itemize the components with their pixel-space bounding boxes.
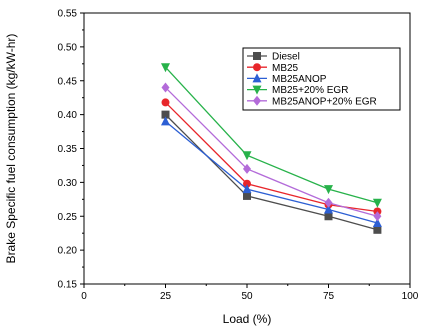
series-line <box>165 87 378 217</box>
legend-label: MB25 <box>272 63 299 74</box>
legend-marker <box>253 63 261 72</box>
data-point <box>161 82 170 93</box>
y-tick-label: 0.20 <box>58 246 78 257</box>
data-point <box>161 116 170 126</box>
data-point <box>243 163 251 174</box>
data-point <box>161 110 170 119</box>
data-point <box>243 179 251 188</box>
legend-item: MB25+20% EGR <box>247 85 348 96</box>
data-point <box>324 204 333 214</box>
x-axis: 0 25 50 75 100 <box>81 284 419 302</box>
series-layer <box>161 63 382 234</box>
data-point <box>324 212 333 221</box>
series-line <box>165 101 378 213</box>
legend-marker <box>252 73 262 83</box>
legend-label: Diesel <box>272 52 300 63</box>
x-tick-label: 75 <box>323 291 335 302</box>
legend-item: MB25ANOP+20% EGR <box>247 95 377 107</box>
y-tick-label: 0.45 <box>58 76 78 87</box>
series-line <box>165 120 378 224</box>
data-point <box>373 225 382 234</box>
x-tick-label: 50 <box>241 291 253 302</box>
legend-item: MB25 <box>247 63 299 74</box>
series-line <box>165 114 378 231</box>
legend-label: MB25ANOP <box>272 74 327 85</box>
data-point <box>372 198 382 208</box>
series-3 <box>161 63 382 208</box>
y-tick-label: 0.50 <box>58 42 78 53</box>
legend-marker <box>253 95 261 106</box>
x-axis-title: Load (%) <box>223 312 272 326</box>
y-tick-label: 0.35 <box>58 144 78 155</box>
legend-marker <box>253 52 261 60</box>
legend-label: MB25ANOP+20% EGR <box>272 96 377 107</box>
data-point <box>161 98 170 107</box>
y-tick-label: 0.25 <box>58 212 78 223</box>
legend-marker <box>252 85 262 95</box>
data-point <box>242 151 252 161</box>
y-tick-label: 0.30 <box>58 178 78 189</box>
data-point <box>161 63 170 73</box>
y-tick-label: 0.40 <box>58 110 78 121</box>
legend-item: MB25ANOP <box>247 73 327 85</box>
data-point <box>373 211 382 222</box>
legend-box <box>242 47 401 111</box>
x-tick-label: 100 <box>402 291 419 302</box>
y-axis-title: Brake Specific fuel consumption (kg/kW-h… <box>4 34 18 264</box>
data-point <box>242 184 252 194</box>
y-tick-label: 0.55 <box>58 9 78 20</box>
y-axis: 0.15 0.20 0.25 0.30 0.35 0.40 0.45 0.50 0.55 <box>58 9 84 291</box>
data-point <box>324 197 333 208</box>
data-point <box>243 191 251 200</box>
data-point <box>324 185 333 195</box>
series-line <box>165 66 378 204</box>
data-point <box>372 218 382 228</box>
y-tick-label: 0.15 <box>58 280 78 291</box>
legend-item: Diesel <box>247 52 300 63</box>
series-2 <box>161 116 382 228</box>
series-4 <box>161 82 382 222</box>
x-tick-label: 0 <box>81 291 87 302</box>
x-tick-label: 25 <box>160 291 172 302</box>
legend-label: MB25+20% EGR <box>272 85 348 96</box>
